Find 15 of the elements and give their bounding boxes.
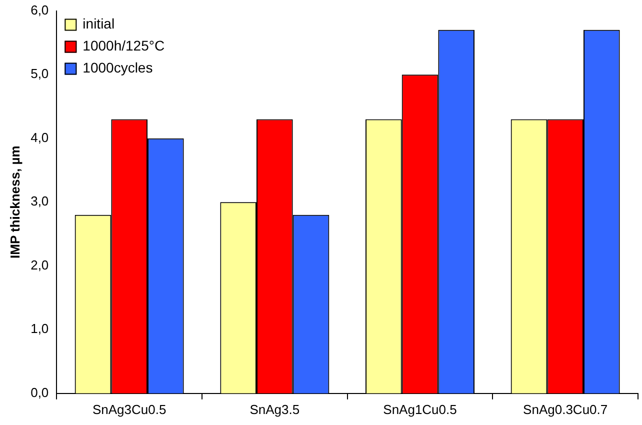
y-axis-title: IMP thickness, µm <box>7 146 22 258</box>
x-tick-label: SnAg1Cu0.5 <box>383 402 457 417</box>
y-tick-label: 0,0 <box>30 384 49 400</box>
legend-label: 1000cycles <box>82 60 153 76</box>
y-tick-label: 5,0 <box>30 66 49 82</box>
x-tick-label: SnAg3.5 <box>250 402 300 417</box>
x-tick-label: SnAg0.3Cu0.7 <box>523 402 608 417</box>
y-tick-label: 4,0 <box>30 130 49 145</box>
x-tick-label: SnAg3Cu0.5 <box>92 402 166 417</box>
y-tick-label: 6,0 <box>30 2 49 18</box>
y-tick-label: 3,0 <box>30 194 49 209</box>
y-tick-label: 1,0 <box>30 321 49 336</box>
legend-label: initial <box>82 16 115 32</box>
legend-label: 1000h/125°C <box>82 38 165 54</box>
y-tick-label: 2,0 <box>30 257 49 272</box>
